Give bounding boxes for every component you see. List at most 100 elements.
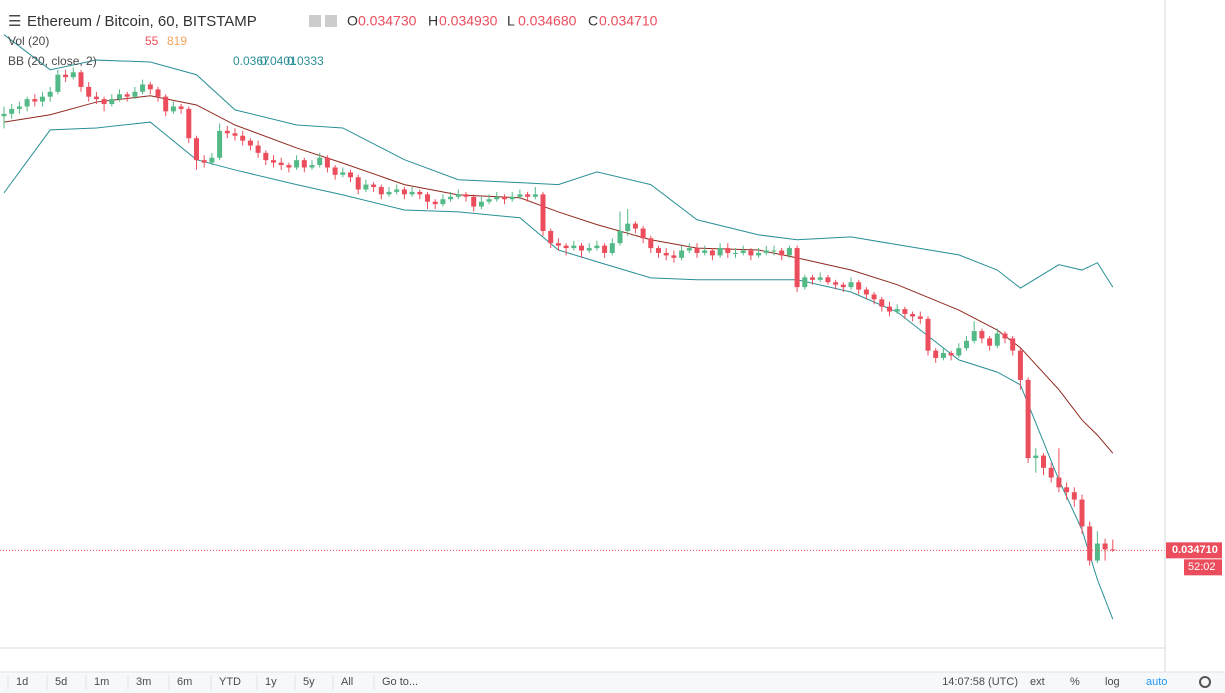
candle-body — [563, 245, 569, 249]
countdown-label: 52:02 — [1188, 561, 1216, 573]
range-button[interactable]: 5y — [303, 676, 315, 688]
candle-body — [348, 172, 353, 178]
candle-body — [933, 350, 939, 358]
candle-body — [140, 84, 146, 92]
candle-body — [1102, 543, 1108, 550]
toolbar-option[interactable]: log — [1105, 676, 1120, 688]
candle-body — [301, 160, 307, 168]
settings-icon[interactable] — [309, 15, 321, 27]
candle-body — [1033, 455, 1039, 459]
candle-body — [987, 338, 993, 346]
candle-body — [132, 91, 138, 97]
toolbar-bg — [0, 672, 1225, 693]
candle-body — [632, 223, 638, 229]
candle-body — [709, 250, 715, 256]
candle-body — [1056, 477, 1062, 488]
candle-body — [486, 199, 492, 202]
bollinger-bands — [3, 34, 1114, 620]
candle-body — [825, 277, 831, 283]
candle-body — [86, 86, 92, 97]
candle-body — [925, 318, 931, 351]
candle-body — [694, 248, 700, 253]
candle-body — [1110, 549, 1116, 551]
candle-body — [794, 248, 800, 288]
candle-body — [286, 165, 292, 168]
axes: 0.034710 52:02 — [0, 0, 1222, 672]
range-button[interactable]: Go to... — [382, 676, 418, 688]
candle-body — [78, 72, 84, 87]
candle-body — [201, 160, 207, 163]
range-button[interactable]: All — [341, 676, 353, 688]
candle-body — [340, 172, 346, 175]
candle-body — [802, 277, 808, 288]
candle-body — [917, 316, 923, 319]
candle-body — [186, 108, 192, 139]
candle-body — [840, 284, 846, 288]
candle-body — [579, 245, 584, 251]
candle-body — [378, 187, 384, 195]
candle-body — [9, 108, 15, 114]
candle-body — [617, 230, 623, 244]
candle-body — [756, 252, 762, 256]
candle-body — [540, 194, 546, 231]
toolbar: 1d 5d 1m 3m 6m YTD 1y 5y All Go to... 14:07:58 (UT… — [0, 671, 1225, 693]
range-button[interactable]: 3m — [136, 676, 151, 688]
settings-gear[interactable] — [1199, 676, 1211, 688]
ohlc-key: H — [428, 13, 438, 29]
toolbar-option[interactable]: auto — [1146, 676, 1167, 688]
bb-legend[interactable]: BB (20, close, 2) — [8, 54, 97, 68]
candle-body — [309, 165, 315, 168]
range-button[interactable]: 1d — [16, 676, 28, 688]
candle-body — [425, 194, 430, 202]
candle-body — [594, 245, 600, 249]
volume-legend[interactable]: Vol (20) — [8, 34, 49, 48]
candle-body — [124, 94, 130, 97]
range-button[interactable]: 1m — [94, 676, 109, 688]
settings-icon[interactable] — [325, 15, 337, 27]
candle-body — [994, 333, 1000, 346]
candle-body — [232, 133, 238, 136]
candle-body — [717, 248, 723, 256]
bb-lower — [3, 121, 1114, 620]
candle-body — [363, 184, 369, 190]
candle-body — [194, 138, 199, 161]
legend: ☰ Ethereum / Bitcoin, 60, BITSTAMP Vol (… — [8, 13, 658, 68]
candle-body — [386, 191, 392, 195]
candle-body — [571, 245, 577, 249]
candle-body — [940, 353, 946, 358]
candle-body — [240, 135, 246, 141]
range-button[interactable]: 6m — [177, 676, 192, 688]
candle-body — [856, 282, 862, 290]
candle-body — [294, 160, 300, 168]
candle-body — [1071, 492, 1077, 500]
candle-body — [779, 250, 785, 256]
candle-body — [394, 189, 400, 192]
candle-body — [332, 167, 338, 175]
candle-body — [255, 145, 261, 153]
candle-body — [1010, 338, 1016, 351]
candle-body — [894, 309, 900, 312]
candle-body — [971, 331, 977, 341]
candle-body — [178, 106, 184, 109]
symbol-title[interactable]: Ethereum / Bitcoin, 60, BITSTAMP — [27, 13, 257, 30]
toolbar-option[interactable]: ext — [1030, 676, 1045, 688]
candle-body — [833, 282, 839, 285]
candle-body — [1025, 379, 1031, 459]
candle-body — [93, 96, 99, 100]
range-button[interactable]: 5d — [55, 676, 67, 688]
candle-body — [1079, 499, 1085, 527]
candle-body — [663, 252, 669, 256]
range-button[interactable]: YTD — [219, 676, 241, 688]
candle-body — [47, 91, 53, 97]
volume-value: 55 — [145, 34, 159, 48]
ohlc-value: 0.034710 — [599, 13, 658, 29]
toolbar-option[interactable]: % — [1070, 676, 1080, 688]
candle-body — [702, 250, 708, 253]
range-button[interactable]: 1y — [265, 676, 277, 688]
candle-body — [70, 72, 76, 78]
candle-body — [763, 250, 769, 253]
candle-body — [455, 194, 461, 197]
candle-body — [409, 191, 415, 195]
menu-icon[interactable]: ☰ — [8, 13, 21, 30]
ohlc-key: C — [588, 13, 598, 29]
